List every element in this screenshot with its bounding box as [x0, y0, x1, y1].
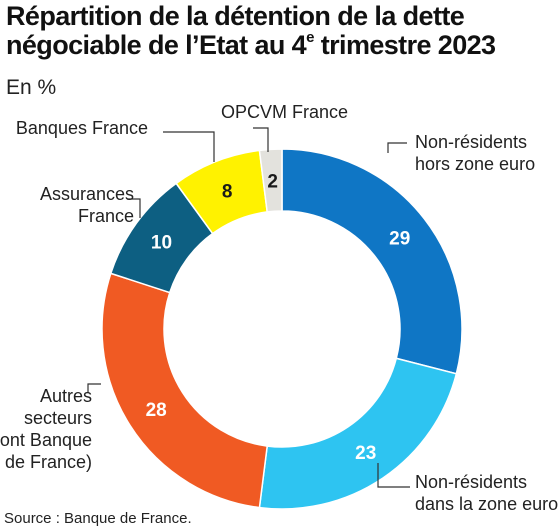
- unit-label: En %: [6, 76, 57, 99]
- slice-label-1: Non-résidents dans la zone euro: [415, 472, 558, 514]
- slice-0: [281, 148, 463, 375]
- title-line-2-end: trimestre 2023: [313, 30, 496, 60]
- leader-line-1: [377, 463, 410, 488]
- chart-title: Répartition de la détention de la dette …: [6, 2, 556, 60]
- slice-value-5: 2: [267, 171, 278, 192]
- title-superscript: e: [306, 29, 314, 46]
- leader-line-4: [163, 131, 215, 162]
- slice-label-3: Assurances France: [40, 184, 134, 226]
- slice-value-4: 8: [222, 181, 233, 202]
- leader-line-2: [87, 383, 101, 393]
- slice-label-4: Banques France: [16, 118, 148, 138]
- slice-2: [101, 272, 269, 509]
- slice-value-0: 29: [389, 229, 410, 250]
- leader-line-3: [127, 198, 141, 218]
- slice-value-3: 10: [151, 232, 172, 253]
- leader-line-0: [387, 142, 407, 153]
- title-line-1: Répartition de la détention de la dette: [6, 1, 465, 31]
- source-note: Source : Banque de France.: [4, 510, 192, 527]
- slice-5: [258, 148, 283, 213]
- leader-line-5: [253, 127, 269, 152]
- title-line-2: négociable de l’Etat au 4: [6, 30, 307, 60]
- slice-label-0: Non-résidents hors zone euro: [415, 132, 535, 174]
- slice-label-5: OPCVM France: [221, 102, 348, 122]
- slice-value-1: 23: [355, 443, 376, 464]
- slice-value-2: 28: [146, 400, 167, 421]
- slice-1: [258, 357, 458, 510]
